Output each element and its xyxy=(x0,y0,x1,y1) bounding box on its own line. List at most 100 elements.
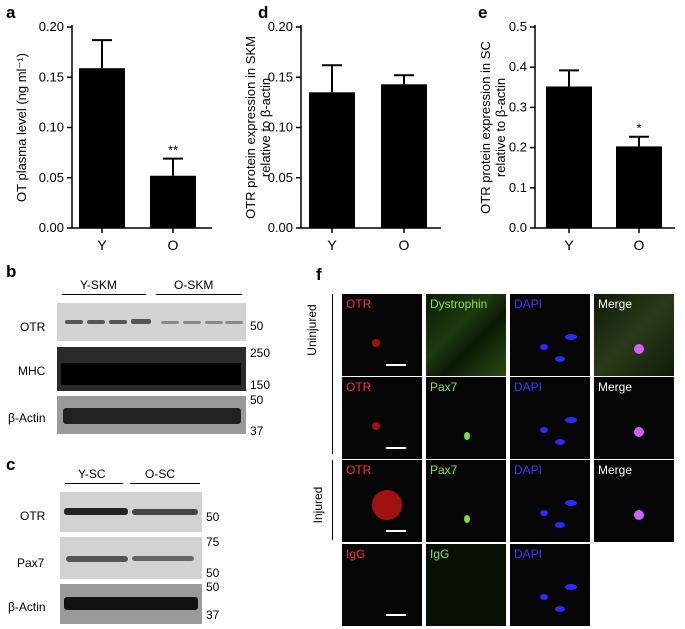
significance-marker: * xyxy=(636,121,641,136)
group-line-o-skm xyxy=(156,294,242,295)
group-label-o-sc: O-SC xyxy=(145,467,175,481)
nucleus-spot xyxy=(565,417,577,423)
group-label-y-sc: Y-SC xyxy=(78,467,106,481)
category-label: O xyxy=(168,237,179,253)
y-tick-label: 0.15 xyxy=(268,69,293,84)
row-label-injured: Injured xyxy=(311,486,325,524)
y-axis-label-line2: relative to β-actin xyxy=(258,78,273,177)
panel-label-f: f xyxy=(316,265,322,284)
bar-y xyxy=(309,92,355,228)
y-tick-label: 0.05 xyxy=(39,170,64,185)
micrograph-label: DAPI xyxy=(514,297,543,311)
micrograph-merge: Merge xyxy=(594,294,674,376)
bracket-injured xyxy=(332,460,333,540)
y-tick-label: 0.05 xyxy=(268,170,293,185)
bar-o xyxy=(150,175,196,228)
nucleus-spot xyxy=(555,522,565,528)
y-tick-label: 0.5 xyxy=(509,19,527,34)
micrograph-label: Pax7 xyxy=(430,380,458,394)
micrograph-label: Merge xyxy=(598,380,633,394)
micrograph-pax7: Pax7 xyxy=(426,377,506,459)
micrograph-label: DAPI xyxy=(514,463,543,477)
y-tick-label: 0.20 xyxy=(39,19,64,34)
scale-bar xyxy=(386,614,406,616)
micrograph-igg: IgG xyxy=(426,544,506,626)
micrograph-label: IgG xyxy=(430,547,450,561)
row-label-uninjured: Uninjured xyxy=(305,304,319,356)
mw-marker: 50 xyxy=(206,580,220,594)
micrograph-merge: Merge xyxy=(594,460,674,542)
y-tick-label: 0.1 xyxy=(509,180,527,195)
scale-bar xyxy=(386,447,406,449)
pax7-signal xyxy=(464,515,470,523)
row-label-otr: OTR xyxy=(20,509,46,523)
y-axis-label-line2: relative to β-actin xyxy=(493,78,508,177)
micrograph-otr: OTR xyxy=(342,294,422,376)
nucleus-spot xyxy=(555,606,565,612)
mw-marker: 50 xyxy=(250,393,264,407)
chart-a: 0.00 0.05 0.10 0.15 0.20 Y O ** OT plasma level … xyxy=(14,19,212,253)
mw-marker: 75 xyxy=(206,535,220,549)
mw-marker: 37 xyxy=(250,424,264,438)
merge-signal xyxy=(634,344,644,354)
group-line-y-skm xyxy=(62,294,146,295)
pax7-signal xyxy=(464,432,470,440)
micrograph-label: OTR xyxy=(346,380,372,394)
y-tick-label: 0.20 xyxy=(268,19,293,34)
group-line-y-sc xyxy=(65,483,123,484)
nucleus-spot xyxy=(565,334,577,340)
y-tick-label: 0.4 xyxy=(509,59,527,74)
otr-signal xyxy=(372,422,380,430)
significance-marker: ** xyxy=(168,143,178,158)
nucleus-spot xyxy=(540,427,548,433)
bar-y xyxy=(546,86,592,228)
mw-marker: 250 xyxy=(250,346,271,360)
nucleus-spot xyxy=(540,344,548,350)
nucleus-spot xyxy=(540,594,548,600)
y-tick-label: 0.3 xyxy=(509,99,527,114)
panel-label-e: e xyxy=(478,3,488,22)
mw-marker: 50 xyxy=(206,566,220,580)
micrograph-label: DAPI xyxy=(514,547,543,561)
nucleus-spot xyxy=(565,500,577,506)
scale-bar xyxy=(386,530,406,532)
category-label: O xyxy=(634,237,645,253)
micrograph-label: DAPI xyxy=(514,380,543,394)
y-axis-label: OTR protein expression in SKM xyxy=(243,36,258,219)
micrograph-label: Merge xyxy=(598,297,633,311)
category-label: Y xyxy=(327,237,337,253)
micrograph-label: Dystrophin xyxy=(430,297,488,311)
nucleus-spot xyxy=(555,439,565,445)
scale-bar xyxy=(386,364,406,366)
panel-label-d: d xyxy=(258,3,269,22)
chart-d: 0.00 0.05 0.10 0.15 0.20 Y O OTR protein expres… xyxy=(243,19,441,253)
panel-label-c: c xyxy=(6,455,16,474)
row-label-b-actin: β-Actin xyxy=(8,600,46,614)
merge-signal xyxy=(634,427,644,437)
bar-o xyxy=(616,146,662,228)
otr-signal xyxy=(372,339,380,347)
panel-label-b: b xyxy=(6,262,17,281)
mw-marker: 50 xyxy=(206,510,220,524)
y-tick-label: 0.10 xyxy=(39,120,64,135)
y-tick-label: 0.10 xyxy=(268,120,293,135)
category-label: Y xyxy=(564,237,574,253)
micrograph-label: IgG xyxy=(346,547,366,561)
y-axis-label: OT plasma level (ng ml⁻¹) xyxy=(14,53,29,202)
row-label-mhc: MHC xyxy=(18,364,46,378)
y-tick-label: 0.0 xyxy=(509,220,527,235)
micrograph-dapi: DAPI xyxy=(510,544,590,626)
bracket-uninjured xyxy=(332,294,333,454)
micrograph-label: OTR xyxy=(346,297,372,311)
micrograph-label: Pax7 xyxy=(430,463,458,477)
otr-signal xyxy=(372,490,402,520)
nucleus-spot xyxy=(540,510,548,516)
blot-b-bands xyxy=(61,319,243,424)
y-tick-label: 0.15 xyxy=(39,69,64,84)
y-tick-label: 0.2 xyxy=(509,140,527,155)
row-label-pax7: Pax7 xyxy=(17,556,45,570)
group-label-y-skm: Y-SKM xyxy=(80,278,117,292)
nucleus-spot xyxy=(555,356,565,362)
y-axis-label: OTR protein expression in SC xyxy=(478,41,493,214)
category-label: Y xyxy=(97,237,107,253)
